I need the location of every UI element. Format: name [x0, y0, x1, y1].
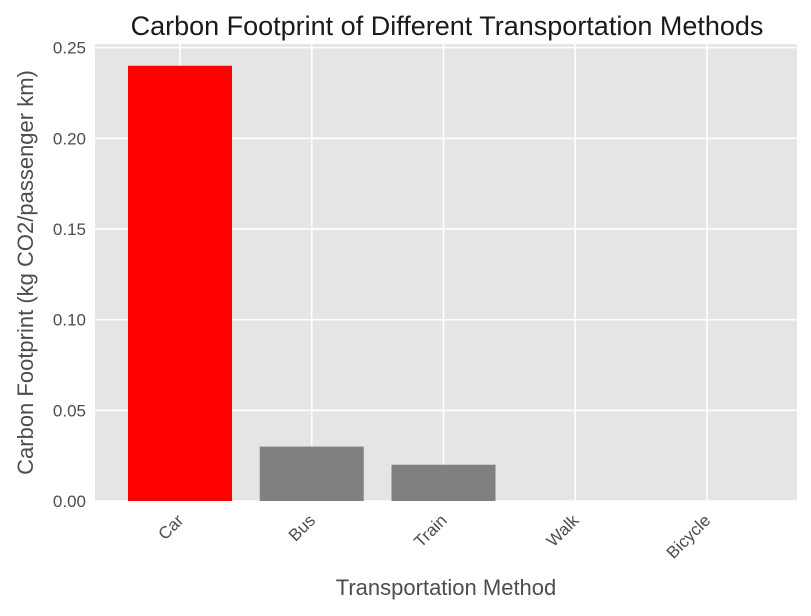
x-tick-label-walk: Walk	[543, 511, 583, 551]
x-tick-label-train: Train	[410, 511, 450, 551]
y-axis-label: Carbon Footprint (kg CO2/passenger km)	[13, 70, 38, 475]
y-tick-labels: 0.00 0.05 0.10 0.15 0.20 0.25	[53, 39, 86, 511]
y-tick-label: 0.15	[53, 220, 86, 239]
y-tick-label: 0.10	[53, 311, 86, 330]
y-tick-label: 0.00	[53, 492, 86, 511]
x-tick-label-bus: Bus	[285, 511, 319, 545]
chart-title: Carbon Footprint of Different Transporta…	[131, 11, 764, 41]
bar-bus	[259, 446, 364, 501]
bar-car	[128, 65, 232, 501]
y-tick-label: 0.25	[53, 39, 86, 58]
y-tick-label: 0.05	[53, 401, 86, 420]
bars	[128, 65, 496, 501]
x-tick-labels: Car Bus Train Walk Bicycle	[154, 511, 714, 563]
x-tick-label-car: Car	[154, 511, 187, 544]
bar-train	[391, 464, 496, 501]
y-tick-label: 0.20	[53, 129, 86, 148]
x-tick-label-bicycle: Bicycle	[663, 511, 715, 563]
x-axis-label: Transportation Method	[336, 575, 557, 600]
